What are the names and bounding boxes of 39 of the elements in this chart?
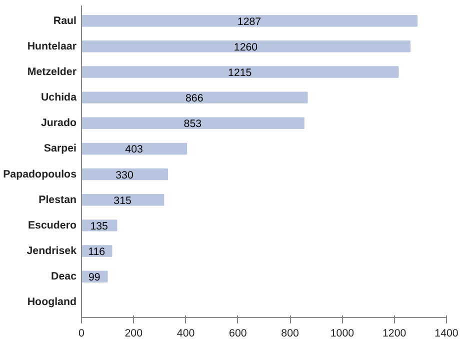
y-tick-label: Hoogland (27, 296, 77, 308)
bar (82, 194, 164, 206)
x-tick-label: 800 (281, 328, 300, 339)
y-tick-label: Jurado (40, 117, 77, 130)
y-tick-label: Plestan (38, 194, 76, 206)
y-tick-label: Jendrisek (26, 245, 77, 258)
bar (82, 92, 308, 104)
y-tick-label: Metzelder (27, 66, 77, 78)
data-label: 1260 (234, 41, 258, 54)
data-label: 1215 (228, 66, 252, 79)
data-label: 866 (186, 92, 204, 105)
y-tick-label: Sarpei (44, 142, 77, 155)
x-tick-label: 400 (176, 328, 195, 339)
y-tick-label: Huntelaar (27, 40, 77, 52)
data-label: 1287 (237, 16, 262, 28)
y-tick-label: Escudero (28, 219, 77, 232)
bar (82, 14, 418, 27)
data-label: 135 (90, 220, 108, 232)
bar (82, 117, 304, 130)
bar (82, 66, 399, 78)
x-tick-label: 600 (229, 328, 247, 339)
x-tick-label: 1400 (434, 328, 458, 339)
x-tick-label: 1200 (382, 328, 406, 339)
data-label: 853 (184, 118, 202, 130)
data-label: 116 (88, 246, 106, 258)
y-tick-label: Raul (53, 14, 77, 27)
x-tick-label: 1000 (330, 328, 354, 339)
data-label: 403 (125, 144, 143, 156)
data-label: 315 (114, 194, 132, 207)
bar (82, 142, 188, 155)
data-label: 330 (116, 169, 134, 182)
y-tick-label: Deac (51, 270, 77, 283)
y-tick-label: Uchida (40, 92, 77, 104)
bar (82, 168, 168, 180)
data-label: 99 (88, 272, 100, 284)
bar (82, 40, 410, 52)
y-tick-label: Papadopoulos (3, 168, 77, 180)
x-tick-label: 0 (78, 328, 85, 339)
x-tick-label: 200 (124, 328, 143, 339)
